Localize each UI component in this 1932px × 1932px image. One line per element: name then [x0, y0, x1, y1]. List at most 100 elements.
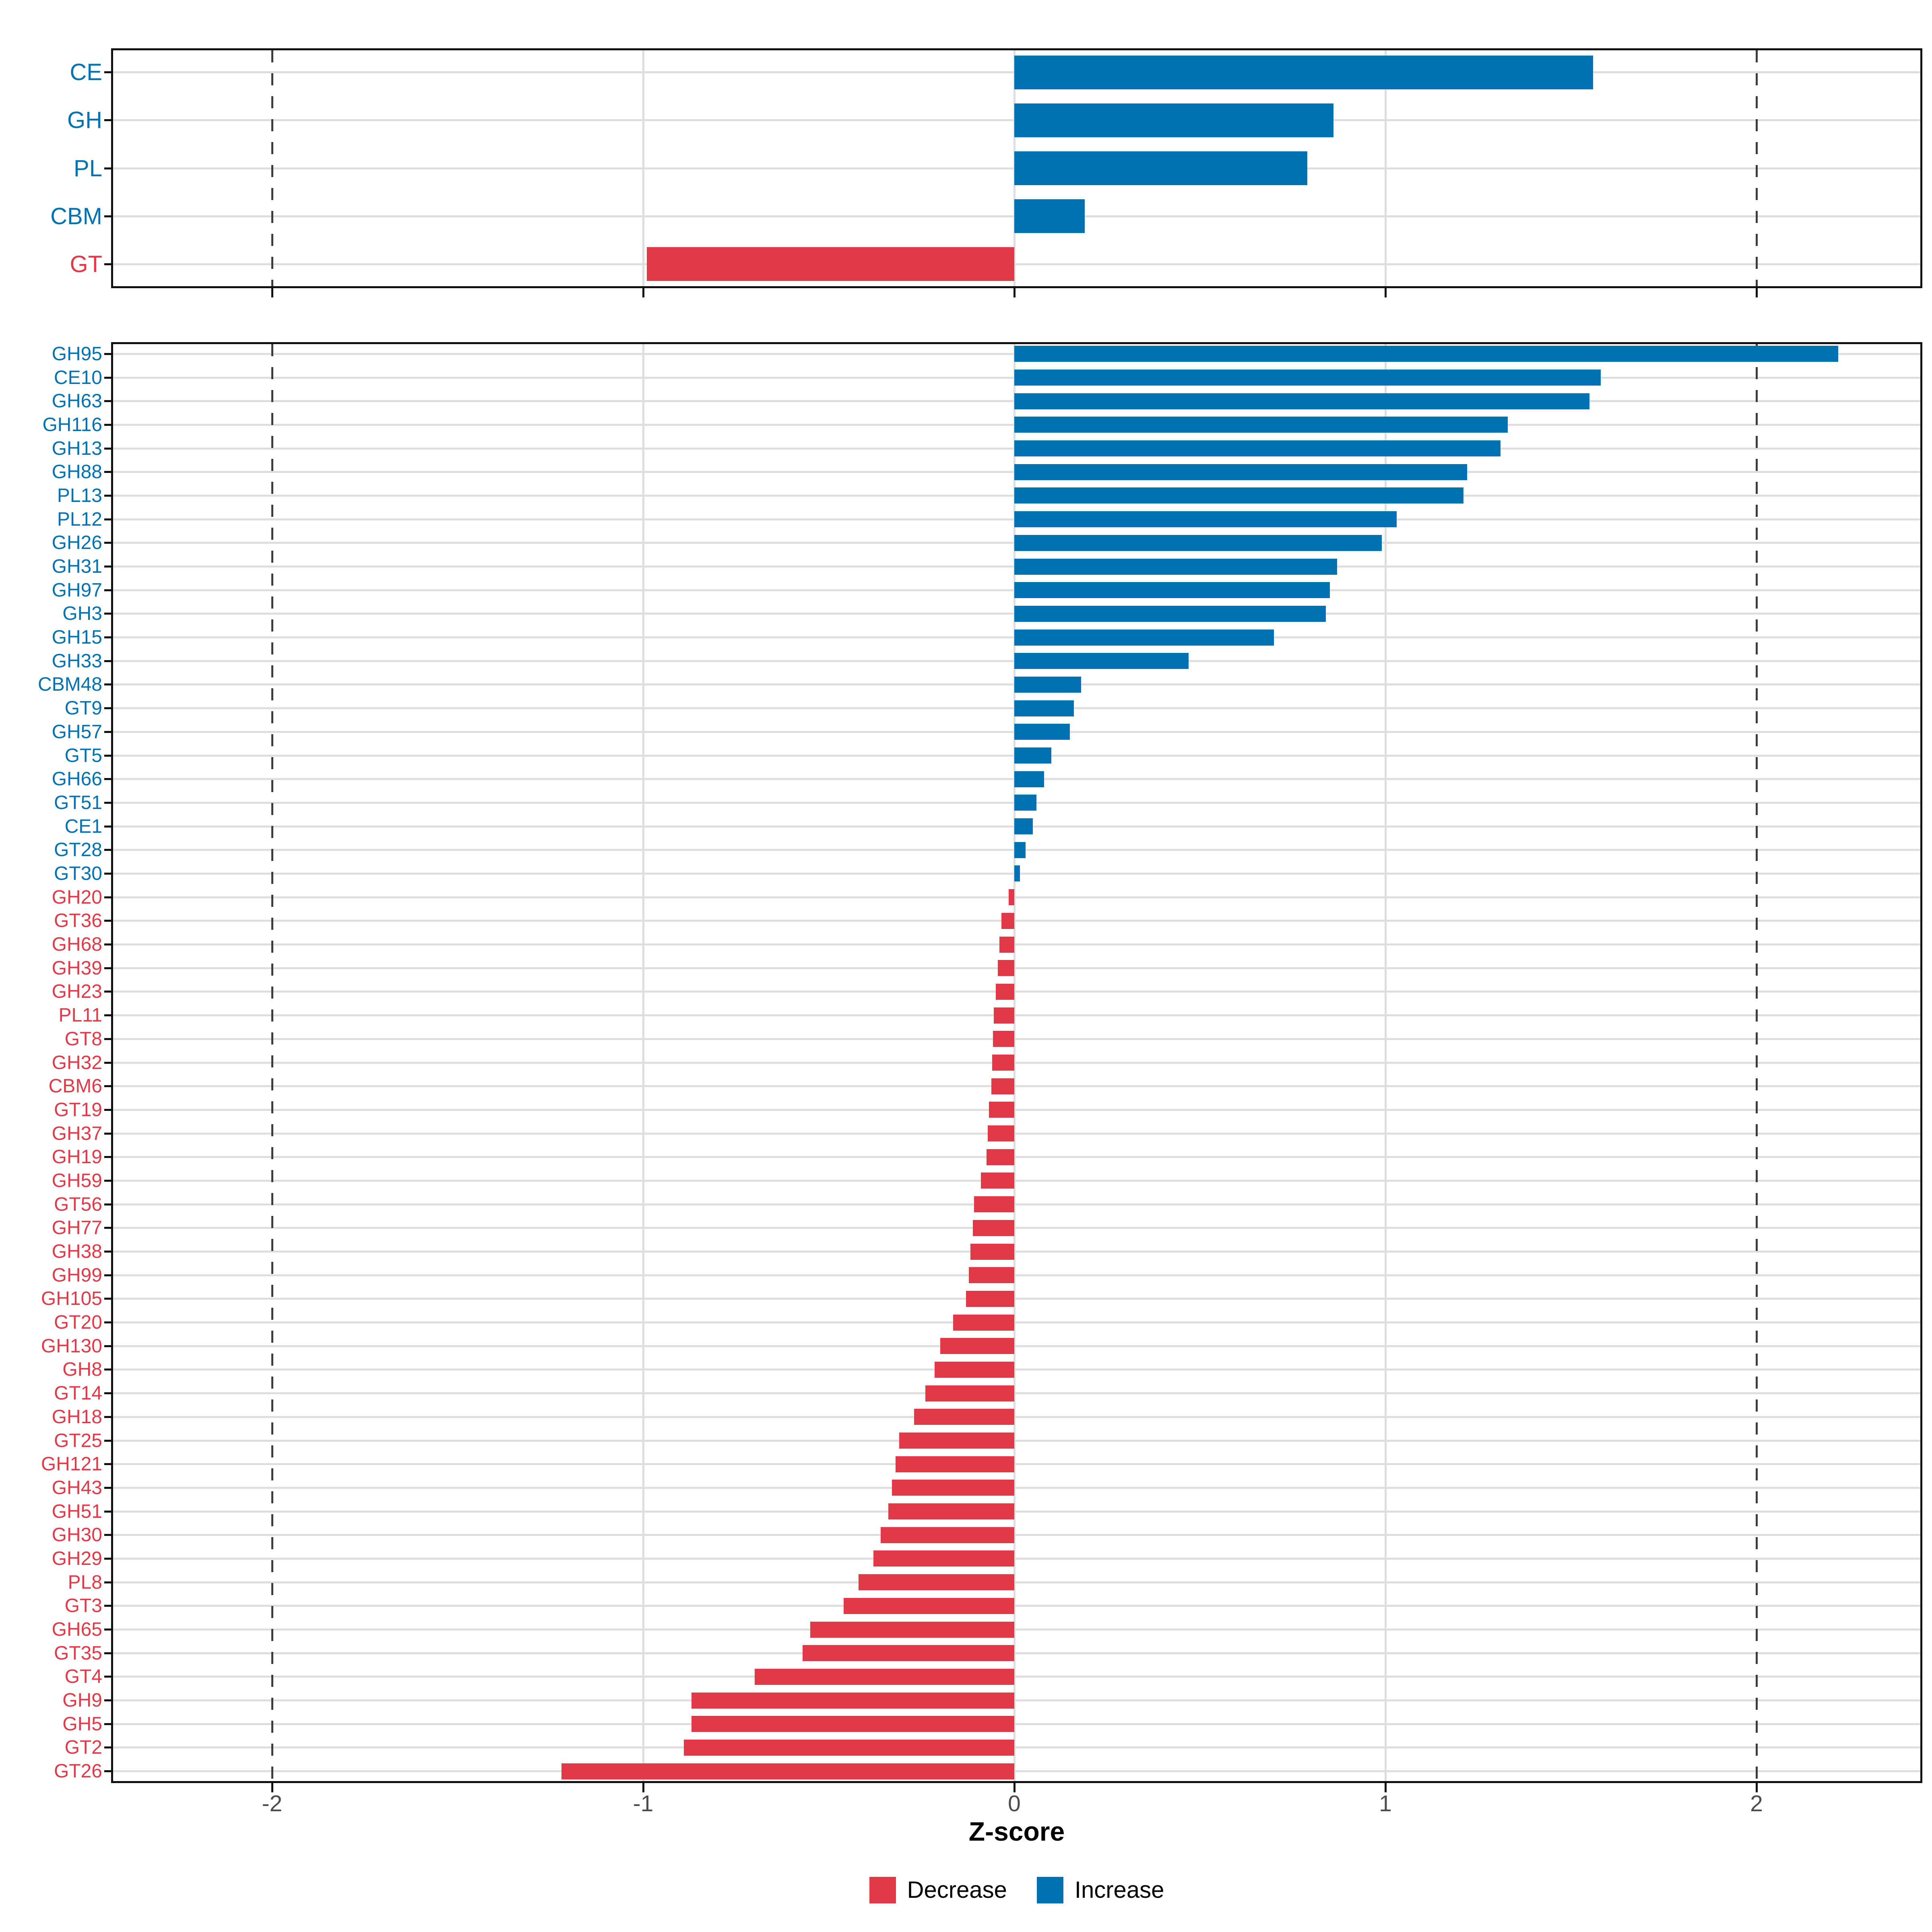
hgridline-GH8 — [113, 1368, 1920, 1371]
bar-CBM — [1014, 199, 1085, 233]
row-label-CE: CE — [70, 59, 102, 86]
ytick-GH121 — [104, 1463, 111, 1466]
xtick-label-1: 1 — [1379, 1791, 1392, 1816]
row-label-GH30: GH30 — [52, 1524, 102, 1546]
bar-GH95 — [1014, 346, 1838, 362]
enzyme-families-border — [111, 342, 1922, 1783]
hgridline-CBM6 — [113, 1085, 1920, 1088]
hgridline-GT — [113, 263, 1920, 265]
bar-GH66 — [1014, 771, 1044, 787]
ytick-GH65 — [104, 1629, 111, 1631]
hgridline-GH105 — [113, 1298, 1920, 1300]
row-label-GH99: GH99 — [52, 1264, 102, 1286]
ytick-GH19 — [104, 1156, 111, 1158]
hgridline-GT4 — [113, 1676, 1920, 1678]
ytick-GT4 — [104, 1676, 111, 1678]
row-label-GH130: GH130 — [41, 1335, 102, 1357]
hgridline-GH5 — [113, 1723, 1920, 1725]
row-label-GH13: GH13 — [52, 438, 102, 459]
xtick-label-2: 2 — [1750, 1791, 1763, 1816]
bar-GT — [647, 247, 1014, 281]
ytick-GT25 — [104, 1439, 111, 1442]
bar-GH77 — [972, 1220, 1014, 1236]
ytick-GH95 — [104, 353, 111, 355]
hgridline-GT20 — [113, 1321, 1920, 1324]
hgridline-GH51 — [113, 1510, 1920, 1513]
ytick-GT9 — [104, 707, 111, 710]
hgridline-GH9 — [113, 1699, 1920, 1702]
hgridline-GT14 — [113, 1392, 1920, 1395]
ytick-GT5 — [104, 754, 111, 757]
bar-GT9 — [1014, 700, 1074, 716]
ytick-GH — [104, 119, 111, 122]
row-label-GT14: GT14 — [54, 1383, 102, 1404]
ytick-GT51 — [104, 801, 111, 804]
row-label-GH29: GH29 — [52, 1548, 102, 1569]
ytick-GH66 — [104, 778, 111, 780]
row-label-GH31: GH31 — [52, 556, 102, 578]
ytick-PL — [104, 167, 111, 169]
row-label-GH51: GH51 — [52, 1501, 102, 1522]
bar-GT4 — [754, 1668, 1014, 1685]
row-label-GH97: GH97 — [52, 579, 102, 601]
row-label-GH26: GH26 — [52, 532, 102, 554]
hgridline-GH18 — [113, 1416, 1920, 1418]
hgridline-GT26 — [113, 1770, 1920, 1773]
bar-GH121 — [895, 1456, 1014, 1472]
ytick-GT3 — [104, 1605, 111, 1607]
ytick-GH30 — [104, 1534, 111, 1536]
bar-GH130 — [940, 1338, 1014, 1354]
bar-GT3 — [843, 1598, 1014, 1614]
hgridline-PL11 — [113, 1014, 1920, 1017]
ytick-GT19 — [104, 1108, 111, 1111]
ytick-GH29 — [104, 1557, 111, 1560]
hgridline-GH19 — [113, 1156, 1920, 1158]
hgridline-GH99 — [113, 1274, 1920, 1276]
hgridline-PL8 — [113, 1581, 1920, 1583]
ytick-GH68 — [104, 943, 111, 946]
ytick-GT8 — [104, 1038, 111, 1040]
bar-GH116 — [1014, 417, 1508, 433]
bar-GT30 — [1014, 865, 1020, 882]
row-label-GH95: GH95 — [52, 343, 102, 365]
bar-GT51 — [1014, 795, 1037, 811]
legend-swatch-decrease — [869, 1876, 896, 1903]
row-label-GT56: GT56 — [54, 1193, 102, 1215]
row-label-GH20: GH20 — [52, 886, 102, 908]
row-label-GT51: GT51 — [54, 792, 102, 813]
row-label-CBM6: CBM6 — [48, 1075, 102, 1097]
row-label-GT35: GT35 — [54, 1642, 102, 1664]
xtick-panel0-0 — [1013, 288, 1016, 297]
row-label-GT8: GT8 — [64, 1028, 102, 1050]
vgridline--1 — [642, 50, 644, 286]
row-label-GH23: GH23 — [52, 981, 102, 1003]
xtick-panel1-2 — [1755, 1783, 1758, 1792]
xtick-panel0-2 — [1755, 288, 1758, 297]
ytick-CBM48 — [104, 683, 111, 686]
bar-GT20 — [953, 1314, 1014, 1331]
row-label-GT26: GT26 — [54, 1761, 102, 1782]
ytick-GH116 — [104, 423, 111, 426]
hgridline-GH38 — [113, 1251, 1920, 1253]
bar-GT56 — [974, 1196, 1014, 1213]
row-label-GH57: GH57 — [52, 721, 102, 743]
xtick-panel1-0 — [1013, 1783, 1016, 1792]
legend-label-increase: Increase — [1074, 1877, 1164, 1903]
row-label-CBM48: CBM48 — [37, 674, 102, 696]
row-label-GH3: GH3 — [62, 603, 102, 625]
row-label-PL8: PL8 — [68, 1571, 102, 1593]
bar-CE — [1014, 55, 1593, 89]
row-label-GH121: GH121 — [41, 1453, 102, 1475]
ytick-PL13 — [104, 494, 111, 497]
ytick-GT56 — [104, 1203, 111, 1205]
row-label-GT36: GT36 — [54, 910, 102, 932]
hgridline-GH30 — [113, 1534, 1920, 1536]
bar-PL11 — [994, 1007, 1014, 1024]
row-label-GH63: GH63 — [52, 390, 102, 412]
ytick-GH37 — [104, 1132, 111, 1135]
ytick-GH32 — [104, 1061, 111, 1064]
ytick-GH26 — [104, 542, 111, 544]
ytick-GH15 — [104, 636, 111, 639]
bar-GH30 — [881, 1527, 1014, 1543]
row-label-CE10: CE10 — [54, 367, 102, 388]
